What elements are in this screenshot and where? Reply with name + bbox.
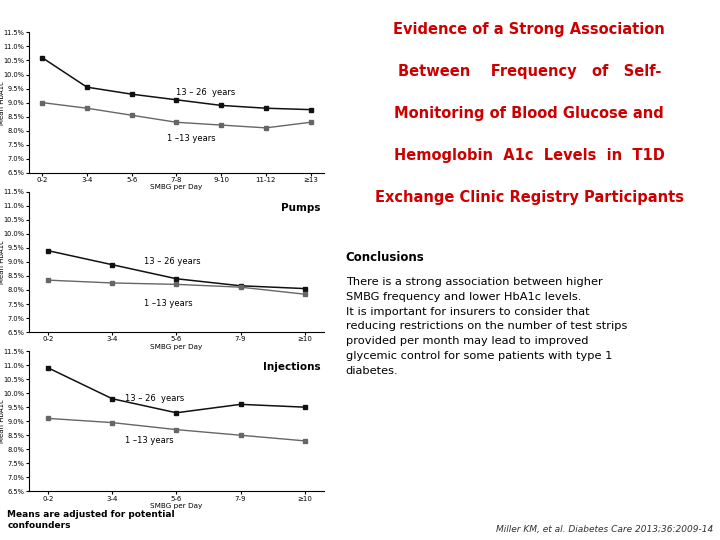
Text: 1 –13 years: 1 –13 years xyxy=(125,436,174,445)
X-axis label: SMBG per Day: SMBG per Day xyxy=(150,503,202,509)
Text: Means are adjusted for potential
confounders: Means are adjusted for potential confoun… xyxy=(7,510,175,530)
X-axis label: SMBG per Day: SMBG per Day xyxy=(150,343,202,350)
Text: Pumps: Pumps xyxy=(282,203,321,213)
Y-axis label: Mean HbA1c: Mean HbA1c xyxy=(0,240,5,284)
Text: Conclusions: Conclusions xyxy=(346,251,424,264)
Text: Injections: Injections xyxy=(264,362,321,372)
Text: Monitoring of Blood Glucose and: Monitoring of Blood Glucose and xyxy=(395,106,664,121)
Text: Evidence of a Strong Association: Evidence of a Strong Association xyxy=(393,22,665,37)
Text: Between    Frequency   of   Self-: Between Frequency of Self- xyxy=(397,64,661,79)
Text: 13 – 26  years: 13 – 26 years xyxy=(176,88,235,97)
Text: Miller KM, et al. Diabetes Care 2013;36:2009-14: Miller KM, et al. Diabetes Care 2013;36:… xyxy=(495,524,713,534)
Text: 13 – 26 years: 13 – 26 years xyxy=(144,257,201,266)
Text: 1 –13 years: 1 –13 years xyxy=(168,134,216,143)
Y-axis label: Mean HbA1c: Mean HbA1c xyxy=(0,80,5,125)
Text: There is a strong association between higher
SMBG frequency and lower HbA1c leve: There is a strong association between hi… xyxy=(346,277,627,376)
Text: 1 –13 years: 1 –13 years xyxy=(144,299,193,308)
Text: Exchange Clinic Registry Participants: Exchange Clinic Registry Participants xyxy=(374,190,684,205)
Text: Hemoglobin  A1c  Levels  in  T1D: Hemoglobin A1c Levels in T1D xyxy=(394,148,665,163)
X-axis label: SMBG per Day: SMBG per Day xyxy=(150,184,202,191)
Text: 13 – 26  years: 13 – 26 years xyxy=(125,394,184,403)
Y-axis label: Mean HbA1c: Mean HbA1c xyxy=(0,399,5,443)
